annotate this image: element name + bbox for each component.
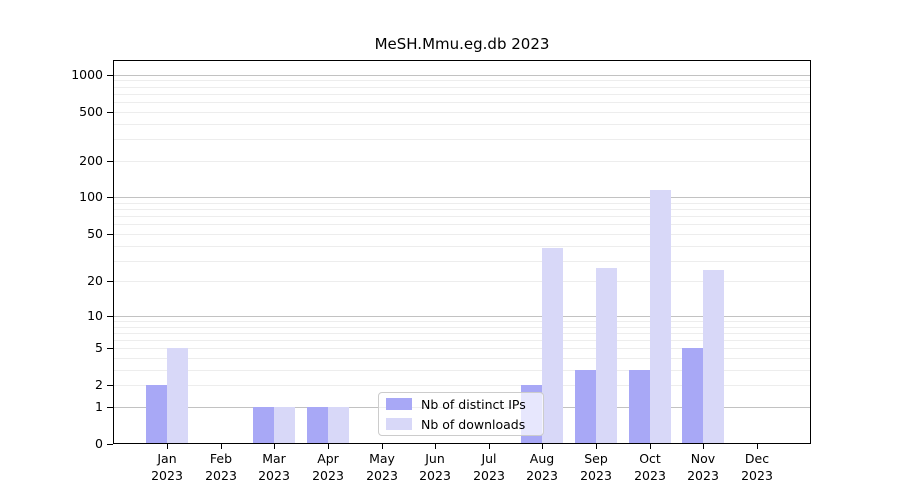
gridline-minor [114, 139, 810, 140]
legend-label-downloads: Nb of downloads [421, 416, 526, 432]
x-tick-label: Jul 2023 [473, 451, 505, 483]
x-tick-mark [435, 444, 436, 449]
y-tick-mark [107, 385, 113, 386]
x-tick-mark [703, 444, 704, 449]
y-tick-mark [107, 444, 113, 445]
x-tick-mark [328, 444, 329, 449]
bar-nb-of-distinct-ips-sep-2023 [575, 370, 596, 443]
y-tick-mark [107, 348, 113, 349]
y-tick-label: 0 [95, 436, 103, 451]
gridline-minor [114, 333, 810, 334]
bar-nb-of-downloads-oct-2023 [650, 190, 671, 443]
gridline-minor [114, 327, 810, 328]
y-tick-label: 5 [95, 340, 103, 355]
bar-nb-of-distinct-ips-oct-2023 [629, 370, 650, 443]
bar-nb-of-distinct-ips-mar-2023 [253, 407, 274, 443]
gridline-minor [114, 234, 810, 235]
x-tick-label: Aug 2023 [526, 451, 558, 483]
x-tick-mark [274, 444, 275, 449]
gridline-minor [114, 385, 810, 386]
y-tick-label: 2 [95, 377, 103, 392]
gridline-minor [114, 340, 810, 341]
y-tick-mark [107, 112, 113, 113]
gridline-major [114, 75, 810, 76]
gridline-minor [114, 203, 810, 204]
gridline-minor [114, 102, 810, 103]
y-tick-label: 1000 [71, 67, 103, 82]
gridline-minor [114, 161, 810, 162]
gridline-minor [114, 87, 810, 88]
gridline-minor [114, 124, 810, 125]
y-tick-mark [107, 197, 113, 198]
y-tick-label: 50 [87, 226, 103, 241]
y-tick-mark [107, 75, 113, 76]
legend-item-downloads: Nb of downloads [386, 417, 535, 432]
x-tick-mark [167, 444, 168, 449]
x-tick-label: Jan 2023 [151, 451, 183, 483]
gridline-minor [114, 216, 810, 217]
x-tick-mark [542, 444, 543, 449]
gridline-minor [114, 112, 810, 113]
x-tick-label: Mar 2023 [258, 451, 290, 483]
x-tick-label: Apr 2023 [312, 451, 344, 483]
y-tick-label: 500 [79, 104, 103, 119]
legend-swatch-distinct-ips [386, 398, 412, 410]
legend: Nb of distinct IPs Nb of downloads [378, 392, 544, 436]
x-tick-mark [596, 444, 597, 449]
gridline-minor [114, 358, 810, 359]
gridline-major [114, 316, 810, 317]
x-tick-label: Nov 2023 [687, 451, 719, 483]
x-tick-label: Feb 2023 [205, 451, 237, 483]
y-tick-label: 200 [79, 153, 103, 168]
gridline-minor [114, 348, 810, 349]
y-tick-mark [107, 407, 113, 408]
gridline-minor [114, 80, 810, 81]
x-tick-label: May 2023 [366, 451, 398, 483]
y-tick-label: 1 [95, 399, 103, 414]
bar-nb-of-downloads-jan-2023 [167, 348, 188, 443]
legend-swatch-downloads [386, 418, 412, 430]
bar-nb-of-distinct-ips-jan-2023 [146, 385, 167, 443]
x-tick-mark [650, 444, 651, 449]
gridline-minor [114, 209, 810, 210]
x-tick-mark [382, 444, 383, 449]
chart-title: MeSH.Mmu.eg.db 2023 [374, 35, 550, 53]
gridline-minor [114, 281, 810, 282]
y-tick-mark [107, 161, 113, 162]
gridline-minor [114, 370, 810, 371]
y-tick-mark [107, 316, 113, 317]
x-tick-mark [489, 444, 490, 449]
y-tick-label: 10 [87, 308, 103, 323]
x-tick-label: Oct 2023 [634, 451, 666, 483]
bar-nb-of-downloads-apr-2023 [328, 407, 349, 443]
gridline-minor [114, 246, 810, 247]
gridline-minor [114, 94, 810, 95]
bar-nb-of-downloads-aug-2023 [542, 248, 563, 443]
gridline-major [114, 197, 810, 198]
gridline-minor [114, 261, 810, 262]
gridline-minor [114, 224, 810, 225]
bar-nb-of-downloads-sep-2023 [596, 268, 617, 443]
bar-nb-of-distinct-ips-nov-2023 [682, 348, 703, 443]
x-tick-mark [757, 444, 758, 449]
gridline-minor [114, 321, 810, 322]
bar-nb-of-distinct-ips-apr-2023 [307, 407, 328, 443]
bar-nb-of-downloads-nov-2023 [703, 270, 724, 443]
x-tick-label: Dec 2023 [741, 451, 773, 483]
y-tick-label: 20 [87, 273, 103, 288]
legend-label-distinct-ips: Nb of distinct IPs [421, 396, 526, 412]
x-tick-mark [221, 444, 222, 449]
y-tick-label: 100 [79, 189, 103, 204]
x-tick-label: Jun 2023 [419, 451, 451, 483]
legend-item-distinct-ips: Nb of distinct IPs [386, 397, 535, 412]
y-tick-mark [107, 234, 113, 235]
bar-nb-of-downloads-mar-2023 [274, 407, 295, 443]
y-tick-mark [107, 281, 113, 282]
x-tick-label: Sep 2023 [580, 451, 612, 483]
